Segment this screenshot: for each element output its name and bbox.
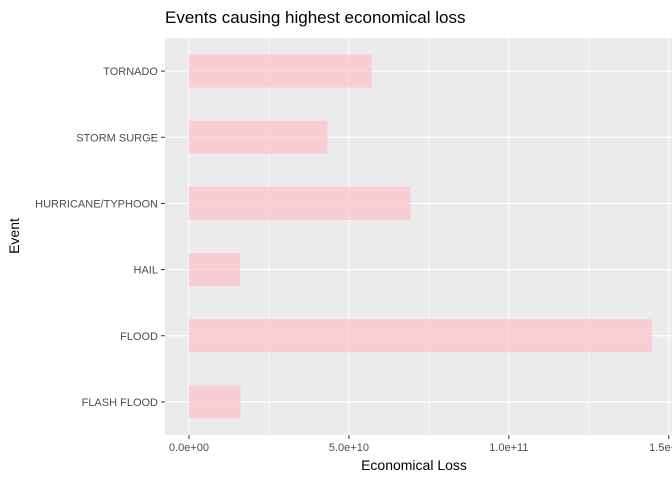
y-tick-label: FLOOD — [120, 331, 158, 343]
x-tick-label: 1.0e+11 — [489, 442, 528, 454]
y-tick-label: HAIL — [134, 265, 158, 277]
y-tick-label: FLASH FLOOD — [82, 397, 158, 409]
bar-flash-flood — [188, 385, 241, 419]
bar-hurricane-typhoon — [188, 186, 411, 220]
y-tick-label: HURRICANE/TYPHOON — [35, 198, 158, 210]
x-tick-label: 1.5e+11 — [649, 442, 672, 454]
x-axis-title: Economical Loss — [361, 457, 467, 473]
chart-title: Events causing highest economical loss — [165, 8, 466, 27]
plot-panel — [165, 38, 672, 435]
bar-tornado — [188, 54, 372, 88]
y-tick-label: TORNADO — [103, 66, 158, 78]
bars — [188, 54, 652, 419]
bar-flood — [188, 319, 652, 353]
x-tick-label: 0.0e+00 — [169, 442, 209, 454]
bar-storm-surge — [188, 120, 328, 154]
x-tick-label: 5.0e+10 — [329, 442, 369, 454]
y-axis-ticks: TORNADO STORM SURGE HURRICANE/TYPHOON HAIL F… — [35, 66, 165, 409]
y-tick-label: STORM SURGE — [76, 132, 158, 144]
bar-hail — [188, 253, 241, 287]
y-axis-title: Event — [6, 218, 22, 254]
x-axis-ticks: 0.0e+00 5.0e+10 1.0e+11 1.5e+11 — [169, 435, 672, 454]
